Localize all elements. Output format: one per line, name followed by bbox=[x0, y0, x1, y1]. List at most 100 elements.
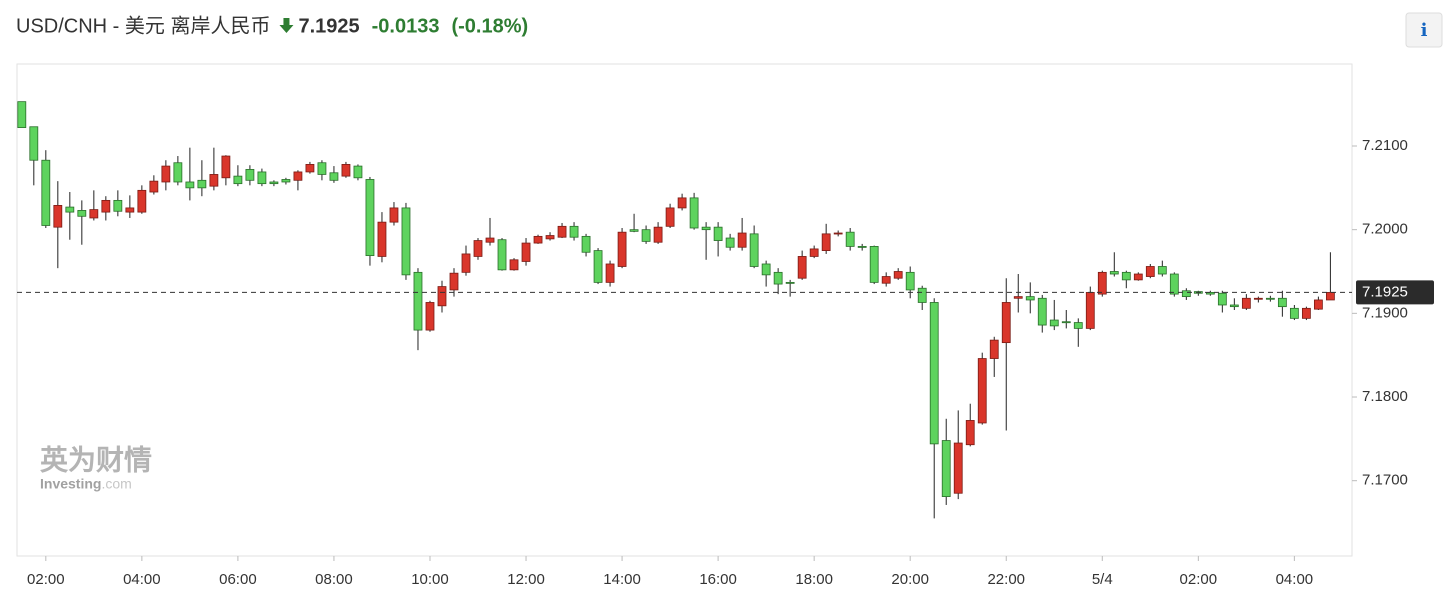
x-tick-label: 12:00 bbox=[507, 571, 545, 588]
candle-body bbox=[485, 237, 495, 243]
candle-body bbox=[113, 199, 123, 212]
candle-body bbox=[197, 179, 207, 189]
candle-body bbox=[257, 171, 267, 185]
candle-body bbox=[1289, 307, 1299, 319]
candle-body bbox=[869, 246, 879, 283]
candle-body bbox=[461, 253, 471, 273]
candle-body bbox=[1265, 297, 1275, 300]
candle-body bbox=[821, 233, 831, 251]
candle-body bbox=[101, 199, 111, 213]
candle-body bbox=[653, 226, 663, 243]
candle-body bbox=[737, 232, 747, 248]
candle-body bbox=[1169, 273, 1179, 295]
candle-body bbox=[665, 207, 675, 227]
candle-body bbox=[893, 271, 903, 279]
candle-body bbox=[1061, 321, 1071, 324]
candle-body bbox=[53, 205, 63, 228]
candle-body bbox=[797, 256, 807, 279]
x-tick-label: 06:00 bbox=[219, 571, 257, 588]
candle-body bbox=[713, 226, 723, 241]
watermark-brand: Investing bbox=[40, 476, 101, 492]
candle-body bbox=[437, 286, 447, 307]
plot-frame bbox=[16, 63, 1353, 557]
candle-body bbox=[449, 272, 459, 291]
candle-body bbox=[1157, 266, 1167, 275]
candle-body bbox=[41, 159, 51, 226]
info-button[interactable]: i bbox=[1405, 12, 1443, 48]
candle-body bbox=[341, 164, 351, 177]
candle-body bbox=[617, 231, 627, 267]
candle-body bbox=[137, 189, 147, 213]
candle-body bbox=[857, 246, 867, 248]
candle-body bbox=[173, 162, 183, 183]
candle-body bbox=[365, 179, 375, 257]
candle-body bbox=[761, 263, 771, 276]
candle-body bbox=[1097, 271, 1107, 295]
watermark: 英为财情 Investing .com bbox=[40, 444, 152, 491]
last-price-box bbox=[1356, 280, 1434, 305]
candle-body bbox=[725, 237, 735, 248]
candle-body bbox=[293, 171, 303, 181]
candle-body bbox=[1241, 297, 1251, 309]
x-tick-label: 02:00 bbox=[27, 571, 65, 588]
candle-body bbox=[533, 235, 543, 244]
candle-body bbox=[581, 235, 591, 253]
candle-body bbox=[845, 231, 855, 247]
y-tick-label: 7.1700 bbox=[1362, 472, 1408, 489]
candle-body bbox=[413, 271, 423, 331]
candle-body bbox=[689, 197, 699, 229]
candle-body bbox=[941, 440, 951, 497]
candle-body bbox=[1325, 292, 1335, 301]
candle-body bbox=[401, 207, 411, 276]
candle-body bbox=[1253, 297, 1263, 300]
candles bbox=[17, 101, 1335, 519]
candle-body bbox=[1073, 322, 1083, 329]
candle-body bbox=[785, 281, 795, 284]
candle-body bbox=[833, 232, 843, 235]
candle-body bbox=[1313, 299, 1323, 310]
candle-body bbox=[245, 169, 255, 181]
candle-body bbox=[77, 210, 87, 217]
candle-body bbox=[1001, 302, 1011, 344]
candle-body bbox=[809, 248, 819, 257]
x-tick-label: 04:00 bbox=[123, 571, 161, 588]
watermark-cn: 英为财情 bbox=[40, 444, 152, 475]
candle-body bbox=[1013, 296, 1023, 299]
candle-body bbox=[149, 180, 159, 193]
candle-body bbox=[89, 209, 99, 219]
candle-body bbox=[377, 221, 387, 257]
candle-body bbox=[389, 207, 399, 223]
candle-body bbox=[605, 263, 615, 283]
candle-body bbox=[1049, 319, 1059, 327]
candle-body bbox=[1181, 290, 1191, 298]
candle-body bbox=[497, 239, 507, 271]
y-tick-label: 7.1900 bbox=[1362, 304, 1408, 321]
candle-body bbox=[773, 271, 783, 285]
price: 7.1925 bbox=[298, 15, 359, 37]
x-tick-label: 04:00 bbox=[1276, 571, 1314, 588]
info-button-box[interactable] bbox=[1405, 12, 1443, 48]
candle-body bbox=[281, 179, 291, 183]
candle-body bbox=[17, 101, 27, 128]
candle-body bbox=[701, 226, 711, 231]
candle-body bbox=[509, 259, 519, 271]
candle-body bbox=[965, 420, 975, 446]
last-price-label: 7.1925 bbox=[1362, 283, 1408, 300]
candle-body bbox=[1037, 297, 1047, 326]
info-button-label[interactable]: i bbox=[1421, 20, 1428, 41]
candle-body bbox=[329, 172, 339, 181]
candle-body bbox=[641, 229, 651, 242]
candle-body bbox=[629, 229, 639, 232]
chart-title: USD/CNH - 美元 离岸人民币 bbox=[16, 14, 270, 37]
candle-body bbox=[185, 181, 195, 189]
candle-body bbox=[1301, 307, 1311, 319]
candle-body bbox=[1085, 292, 1095, 329]
candle-body bbox=[1229, 304, 1239, 308]
x-tick-label: 5/4 bbox=[1092, 571, 1113, 588]
y-tick-label: 7.1800 bbox=[1362, 388, 1408, 405]
x-tick-label: 22:00 bbox=[987, 571, 1025, 588]
x-tick-label: 14:00 bbox=[603, 571, 641, 588]
candle-body bbox=[1133, 273, 1143, 281]
candle-body bbox=[881, 276, 891, 284]
x-tick-label: 10:00 bbox=[411, 571, 449, 588]
